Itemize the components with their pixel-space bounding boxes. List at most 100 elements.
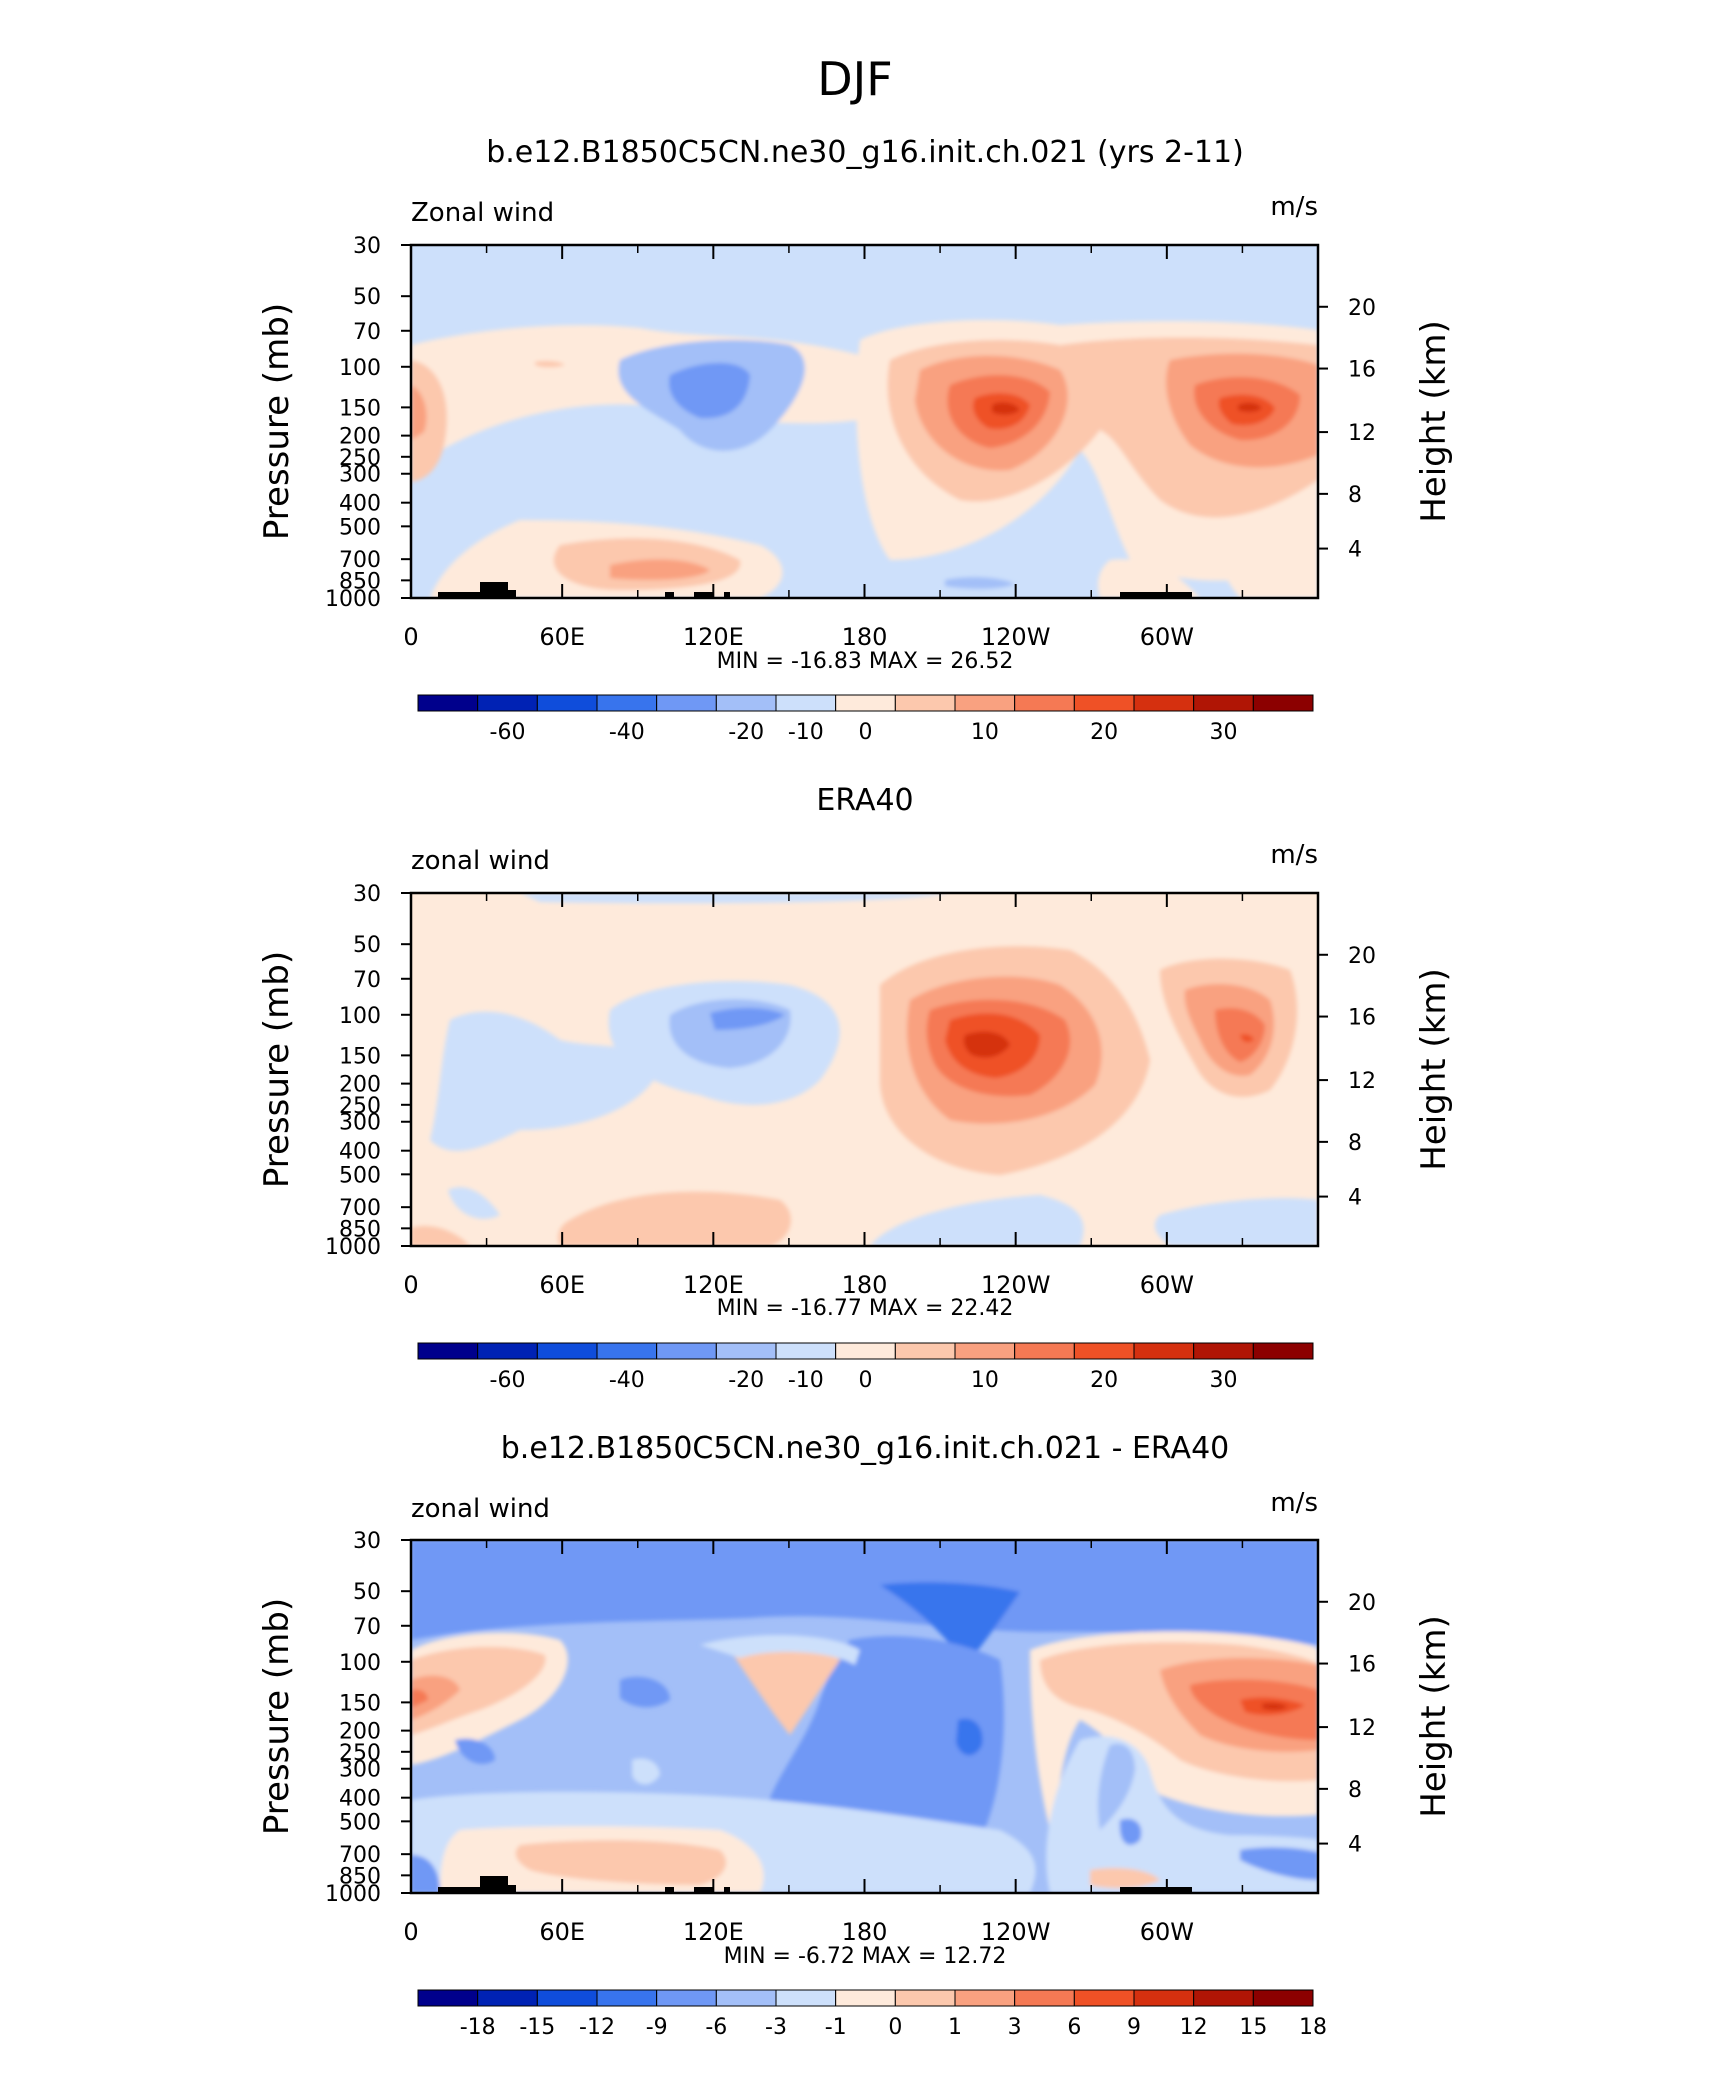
colorbar-swatch	[1014, 1989, 1075, 2007]
panel-2-field	[411, 893, 1318, 1246]
colorbar-label: -20	[728, 1368, 764, 1393]
y-right-tick-label: 8	[1348, 1131, 1362, 1156]
min-max-stats: MIN = -16.83 MAX = 26.52	[717, 649, 1014, 674]
colorbar-label: 10	[971, 720, 999, 745]
y-right-tick-label: 8	[1348, 483, 1362, 508]
x-tick-label: 180	[842, 1918, 888, 1946]
colorbar-label: 0	[859, 1368, 873, 1393]
y-axis-title: Pressure (mb)	[257, 951, 297, 1188]
colorbar-swatch	[715, 694, 777, 712]
y-right-tick-label: 16	[1348, 1006, 1376, 1031]
colorbar-swatch	[656, 694, 717, 712]
y-axis-title: Pressure (mb)	[257, 303, 297, 540]
panel-2-title: ERA40	[816, 783, 913, 818]
colorbar-label: 0	[859, 720, 873, 745]
y-tick-label: 300	[339, 1758, 381, 1783]
x-tick-label: 120W	[981, 1271, 1051, 1299]
colorbar-swatch	[596, 1342, 658, 1360]
panel-3-title: b.e12.B1850C5CN.ne30_g16.init.ch.021 - E…	[501, 1431, 1230, 1466]
y-tick-label: 1000	[325, 1235, 381, 1260]
x-tick-label: 180	[842, 623, 888, 651]
colorbar-swatch	[417, 694, 479, 712]
y-tick-label: 1000	[325, 587, 381, 612]
x-tick-label: 0	[403, 1918, 418, 1946]
y-right-tick-label: 4	[1348, 1833, 1362, 1858]
y-right-tick-label: 20	[1348, 1591, 1376, 1616]
y-right-tick-label: 4	[1348, 538, 1362, 563]
y-right-tick-label: 16	[1348, 358, 1376, 383]
colorbar-swatch	[1073, 1342, 1135, 1360]
colorbar-swatch	[477, 694, 538, 712]
colorbar-swatch	[596, 694, 658, 712]
colorbar-swatch	[1193, 1989, 1254, 2007]
colorbar-swatch	[1252, 1989, 1314, 2007]
x-tick-label: 60W	[1140, 1271, 1194, 1299]
y-right-tick-label: 20	[1348, 296, 1376, 321]
y-right-tick-label: 20	[1348, 944, 1376, 969]
x-tick-label: 60E	[539, 1271, 585, 1299]
y-tick-label: 400	[339, 492, 381, 517]
x-tick-label: 120E	[683, 1918, 744, 1946]
colorbar-swatch	[1133, 694, 1195, 712]
colorbar-swatch	[477, 1989, 538, 2007]
colorbar-label: -10	[788, 720, 824, 745]
colorbar-swatch	[775, 1342, 837, 1360]
colorbar-swatch	[417, 1342, 479, 1360]
y-tick-label: 400	[339, 1787, 381, 1812]
colorbar-label: 18	[1299, 2015, 1327, 2040]
panel-3-left-label: zonal wind	[411, 1494, 550, 1524]
colorbar-swatch	[1073, 1989, 1135, 2007]
colorbar-label: -6	[705, 2015, 727, 2040]
colorbar-label: 1	[948, 2015, 962, 2040]
panel-1-title: b.e12.B1850C5CN.ne30_g16.init.ch.021 (yr…	[486, 135, 1244, 170]
colorbar-swatch	[775, 1989, 837, 2007]
colorbar-swatch	[656, 1989, 717, 2007]
x-tick-label: 0	[403, 1271, 418, 1299]
colorbar-label: -40	[609, 720, 645, 745]
y-tick-label: 200	[339, 1073, 381, 1098]
colorbar-swatch	[1252, 694, 1314, 712]
panel-2-left-label: zonal wind	[411, 846, 550, 876]
colorbar-swatch	[715, 1989, 777, 2007]
colorbar-swatch	[656, 1342, 717, 1360]
y-tick-label: 30	[353, 1529, 381, 1554]
y-tick-label: 850	[339, 1217, 381, 1242]
colorbar-label: 6	[1067, 2015, 1081, 2040]
colorbar-swatch	[835, 1342, 896, 1360]
y-tick-label: 700	[339, 548, 381, 573]
colorbar-swatch	[775, 694, 837, 712]
colorbar-label: -60	[490, 1368, 526, 1393]
y-tick-label: 150	[339, 1044, 381, 1069]
y-right-tick-label: 12	[1348, 1716, 1376, 1741]
panel-1: b.e12.B1850C5CN.ne30_g16.init.ch.021 (yr…	[257, 135, 1454, 674]
colorbar-swatch	[417, 1989, 479, 2007]
colorbar-label: -1	[825, 2015, 847, 2040]
colorbars: -60 -40 -20 -10 0 10 20 30-60 -40 -20 -10 0 10 20 30-1…	[417, 694, 1327, 2040]
y-tick-label: 200	[339, 425, 381, 450]
colorbar-label: 3	[1008, 2015, 1022, 2040]
colorbar-swatch	[536, 1342, 598, 1360]
y-tick-label: 100	[339, 1651, 381, 1676]
y-right-tick-label: 16	[1348, 1653, 1376, 1678]
colorbar-swatch	[1073, 694, 1135, 712]
colorbar-swatch	[536, 1989, 598, 2007]
panel-3-field	[411, 1540, 1318, 1893]
colorbar-label: -3	[765, 2015, 787, 2040]
y-tick-label: 100	[339, 356, 381, 381]
colorbar-label: -60	[490, 720, 526, 745]
page-title: DJF	[817, 52, 892, 106]
y-right-tick-label: 12	[1348, 1069, 1376, 1094]
y-tick-label: 500	[339, 1163, 381, 1188]
panel-1-field	[411, 245, 1318, 598]
y-tick-label: 250	[339, 1741, 381, 1766]
colorbar-label: 15	[1239, 2015, 1267, 2040]
colorbar-swatch	[477, 1342, 538, 1360]
colorbar-label: -40	[609, 1368, 645, 1393]
y-tick-label: 700	[339, 1843, 381, 1868]
y-tick-label: 100	[339, 1004, 381, 1029]
y-tick-label: 50	[353, 933, 381, 958]
x-tick-label: 60W	[1140, 1918, 1194, 1946]
y-tick-label: 70	[353, 968, 381, 993]
y-tick-label: 500	[339, 515, 381, 540]
